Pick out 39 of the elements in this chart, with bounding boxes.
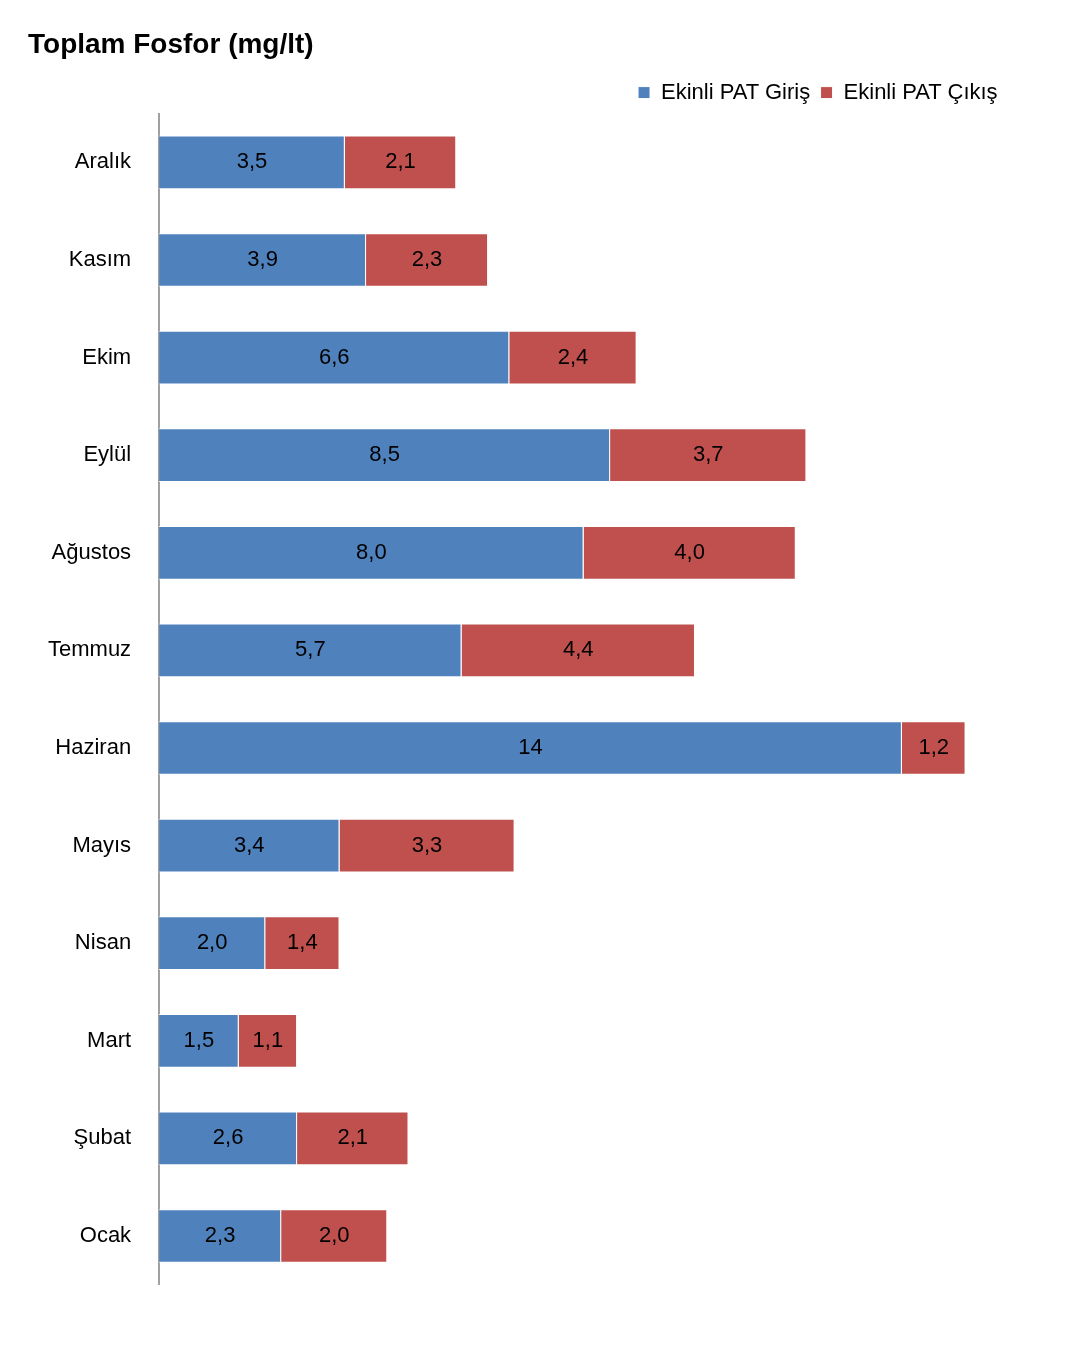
data-label: 2,3 [411, 246, 443, 272]
y-tick-label: Aralık [74, 148, 133, 174]
y-tick-label: Nisan [74, 929, 132, 955]
data-label: 2,0 [196, 929, 228, 955]
data-label: 2,3 [204, 1222, 236, 1248]
data-label: 4,4 [562, 636, 594, 662]
data-label: 2,1 [337, 1124, 369, 1150]
data-label: 3,7 [692, 441, 724, 467]
data-label: 1,4 [287, 929, 318, 955]
data-label: 5,7 [295, 636, 326, 662]
data-label: 2,6 [212, 1124, 244, 1150]
legend-label: Ekinli PAT Giriş [661, 78, 811, 104]
data-label: 3,5 [236, 148, 268, 174]
y-tick-label: Mart [87, 1026, 132, 1052]
data-label: 1,2 [918, 734, 950, 760]
data-label: 1,1 [252, 1026, 284, 1052]
legend-label: Ekinli PAT Çıkış [843, 78, 998, 104]
data-label: 6,6 [318, 343, 350, 369]
chart-title: Toplam Fosfor (mg/lt) [28, 27, 314, 59]
data-label: 2,1 [385, 148, 416, 174]
data-label: 3,4 [234, 831, 265, 857]
y-tick-label: Ekim [82, 343, 132, 369]
y-tick-label: Ağustos [51, 538, 132, 564]
data-label: 2,0 [318, 1222, 350, 1248]
data-label: 1,5 [183, 1026, 215, 1052]
data-label: 4,0 [674, 538, 705, 564]
y-tick-label: Ocak [79, 1222, 133, 1248]
y-tick-label: Mayıs [72, 831, 132, 857]
y-tick-label: Kasım [68, 246, 132, 272]
data-label: 14 [518, 734, 543, 760]
y-tick-label: Eylül [83, 441, 132, 467]
data-label: 2,4 [557, 343, 589, 369]
y-tick-label: Şubat [73, 1124, 132, 1150]
data-label: 3,3 [411, 831, 443, 857]
y-tick-label: Haziran [55, 734, 132, 760]
data-label: 3,9 [247, 246, 278, 272]
data-label: 8,5 [369, 441, 400, 467]
data-label: 8,0 [356, 538, 387, 564]
y-tick-label: Temmuz [48, 636, 132, 662]
